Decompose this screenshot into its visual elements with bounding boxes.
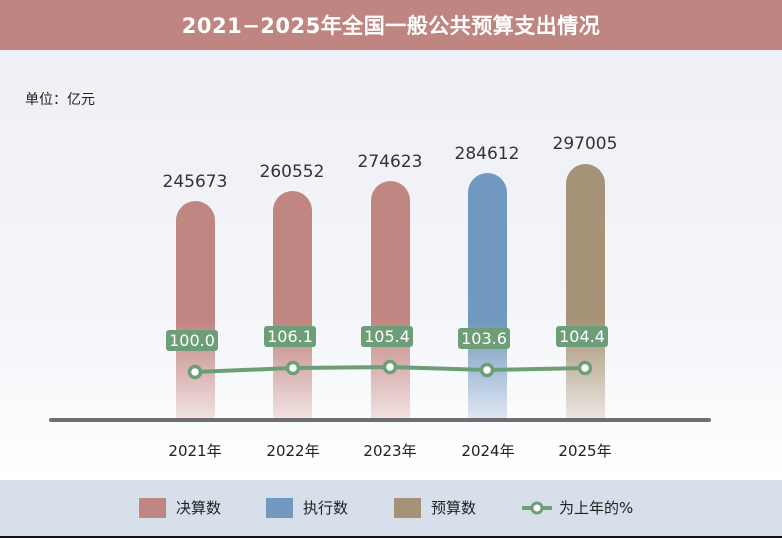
pct-label-2024: 103.6: [458, 328, 510, 349]
line-point-2023: [382, 359, 398, 375]
bar-2024: [468, 173, 507, 420]
chart-title: 2021−2025年全国一般公共预算支出情况: [181, 14, 601, 38]
legend-swatch-execution: [266, 497, 293, 518]
legend: 决算数 执行数 预算数 为上年的%: [0, 480, 782, 536]
bar-2022: [273, 191, 312, 420]
bottom-border: [0, 536, 782, 538]
legend-item-budget: 预算数: [394, 497, 476, 518]
pct-label-2021: 100.0: [166, 330, 218, 351]
pct-label-2022: 106.1: [264, 326, 316, 347]
legend-item-execution: 执行数: [266, 497, 348, 518]
x-axis-line: [49, 418, 711, 422]
legend-label: 执行数: [303, 499, 349, 517]
legend-item-growth: 为上年的%: [521, 497, 633, 518]
line-point-2024: [479, 362, 495, 378]
bar-value-2022: 260552: [259, 162, 325, 182]
bar-2025: [566, 164, 605, 420]
x-tick-2025: 2025年: [558, 442, 612, 460]
line-point-2025: [577, 360, 593, 376]
x-tick-2024: 2024年: [461, 442, 515, 460]
x-tick-2021: 2021年: [168, 442, 222, 460]
legend-label: 决算数: [176, 499, 222, 517]
bar-value-2025: 297005: [552, 134, 618, 154]
unit-label: 单位：亿元: [25, 92, 95, 108]
legend-label: 为上年的%: [559, 499, 634, 517]
chart-header: 2021−2025年全国一般公共预算支出情况: [0, 0, 782, 50]
x-tick-2022: 2022年: [266, 442, 320, 460]
line-point-2022: [285, 360, 301, 376]
legend-item-final-accounts: 决算数: [139, 497, 221, 518]
legend-swatch-budget: [394, 497, 421, 518]
legend-swatch-final-accounts: [139, 497, 166, 518]
pct-label-2025: 104.4: [556, 326, 608, 347]
bar-2021: [176, 201, 215, 420]
legend-label: 预算数: [431, 499, 477, 517]
x-tick-2023: 2023年: [363, 442, 417, 460]
legend-line-marker-icon: [522, 501, 552, 514]
pct-label-2023: 105.4: [361, 326, 413, 347]
bar-2023: [371, 181, 410, 420]
bar-value-2021: 245673: [162, 172, 228, 192]
line-point-2021: [187, 364, 203, 380]
bar-value-2023: 274623: [357, 152, 423, 172]
bar-value-2024: 284612: [454, 144, 520, 164]
